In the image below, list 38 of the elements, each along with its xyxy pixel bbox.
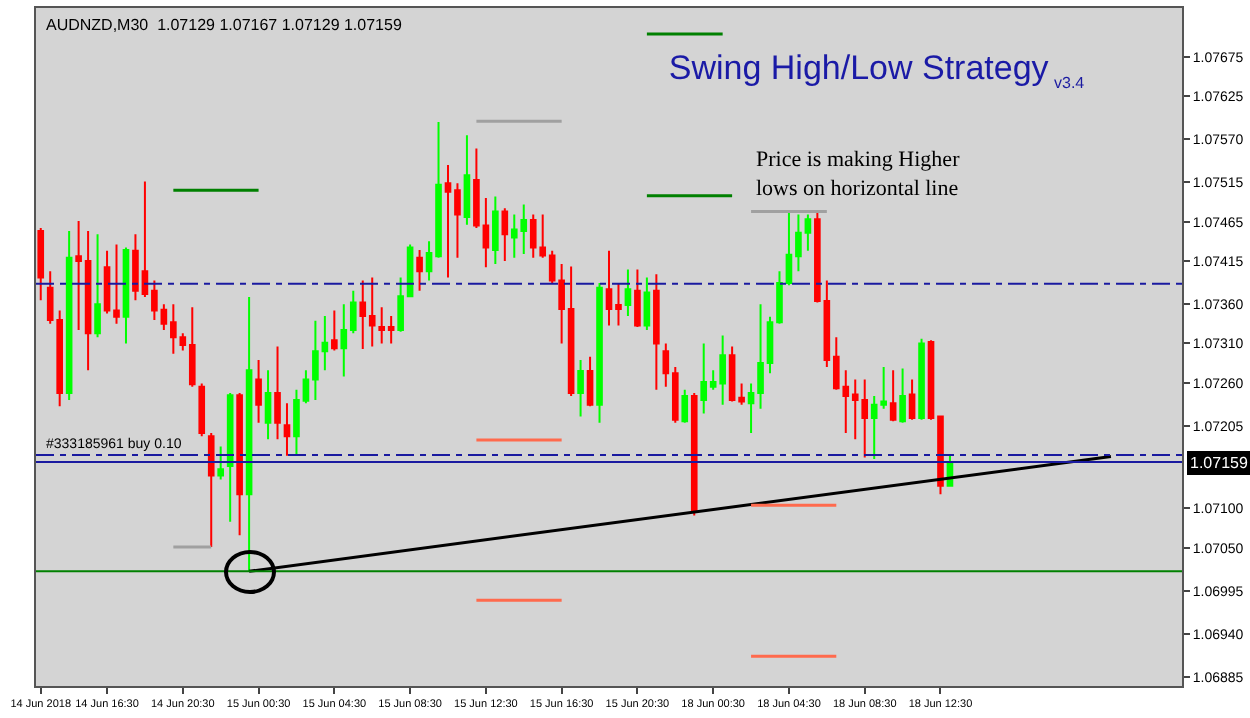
candlestick (577, 358, 584, 418)
candlestick (122, 246, 130, 345)
candlestick (681, 388, 689, 424)
candlestick (94, 233, 101, 339)
candlestick (596, 281, 603, 424)
candlestick (236, 391, 243, 537)
candlestick (378, 306, 386, 345)
candlestick (207, 432, 215, 548)
annotation: v3.4 (1054, 74, 1086, 92)
ref-line-label: 1.07159 (1190, 454, 1249, 472)
candlestick (274, 345, 281, 441)
text: AUDNZD,M30 1.07129 1.07167 1.07129 1.07159 (46, 16, 403, 34)
candlestick (908, 378, 916, 421)
candlestick (65, 230, 73, 402)
candlestick (198, 382, 206, 438)
candlestick (586, 355, 594, 408)
candlestick (653, 273, 660, 391)
candlestick (643, 276, 651, 332)
candlestick (264, 369, 272, 441)
candlestick (634, 268, 641, 328)
candlestick (255, 358, 262, 424)
candlestick (918, 337, 925, 421)
candlestick (283, 402, 291, 457)
candlestick (889, 369, 897, 423)
annotation: Price is making Higher lows on horizontal line (756, 148, 961, 201)
candlestick (226, 391, 234, 523)
candlestick (899, 367, 906, 424)
candlestick (501, 207, 509, 262)
candlestick (463, 134, 471, 226)
candlestick (331, 309, 338, 352)
candlestick (416, 248, 423, 292)
candlestick (217, 445, 224, 481)
candlestick (690, 391, 698, 517)
candlestick (492, 195, 499, 266)
candlestick (245, 296, 253, 573)
text: Swing High/Low Strategy (668, 49, 1050, 88)
candlestick (624, 268, 632, 317)
candlestick (37, 226, 45, 302)
